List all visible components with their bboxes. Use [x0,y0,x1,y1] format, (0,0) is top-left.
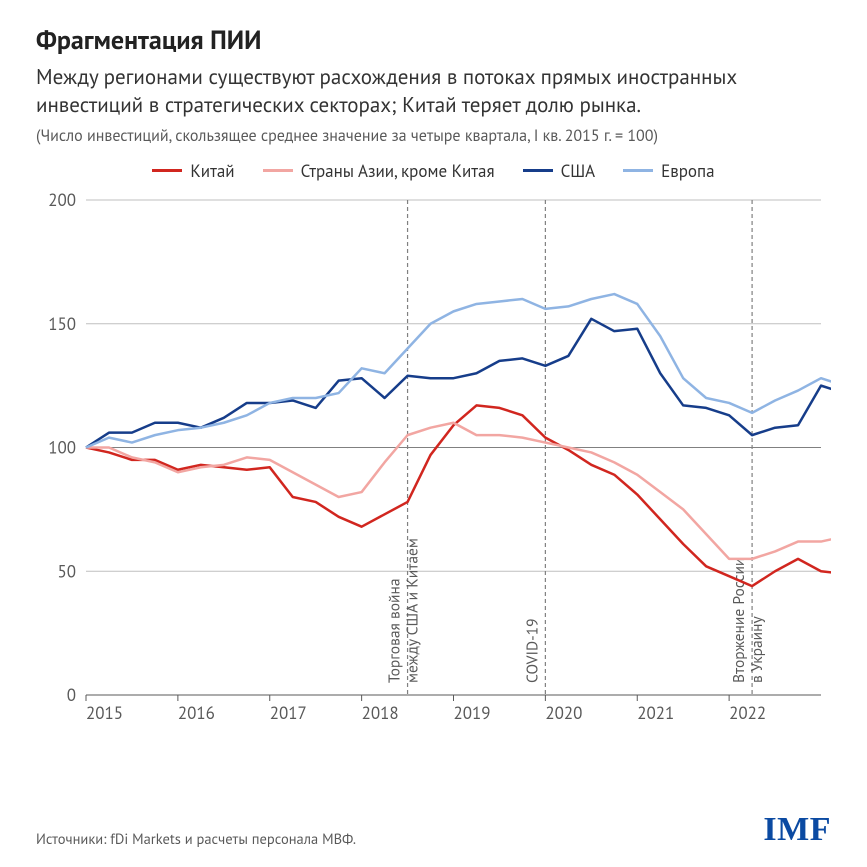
legend-swatch [523,169,553,172]
legend-label: Европа [661,160,714,182]
svg-text:2022: 2022 [729,702,766,724]
legend-swatch [152,169,182,172]
legend-item-asia-ex-china: Страны Азии, кроме Китая [263,160,495,182]
svg-text:2015: 2015 [86,702,123,724]
legend-label: Китай [190,160,234,182]
svg-text:между США и Китаем: между США и Китаем [403,538,423,683]
legend-item-china: Китай [152,160,234,182]
chart-units-note: (Число инвестиций, скользящее среднее зн… [36,126,831,146]
svg-text:2019: 2019 [454,702,491,724]
svg-text:Торговая война: Торговая война [385,578,405,683]
chart-area: 0 50 100 150 200 2015 2016 2017 2018 2019 2020 2021… [36,190,831,725]
legend-label: США [561,160,596,182]
svg-text:100: 100 [48,436,76,458]
svg-text:2021: 2021 [637,702,674,724]
svg-text:2017: 2017 [270,702,307,724]
legend-label: Страны Азии, кроме Китая [301,160,495,182]
legend-item-usa: США [523,160,596,182]
legend-item-europe: Европа [623,160,714,182]
legend-swatch [263,169,293,172]
chart-subtitle: Между регионами существуют расхождения в… [36,63,831,120]
svg-text:в Украину: в Украину [747,615,767,683]
svg-text:2018: 2018 [362,702,399,724]
svg-text:2020: 2020 [545,702,582,724]
svg-text:150: 150 [48,312,76,334]
legend: Китай Страны Азии, кроме Китая США Европ… [36,160,831,182]
legend-swatch [623,169,653,172]
sources: Источники: fDi Markets и расчеты персона… [36,830,356,849]
svg-text:COVID-19: COVID-19 [522,618,542,683]
imf-logo: IMF [763,811,831,849]
svg-text:2016: 2016 [178,702,215,724]
chart-title: Фрагментация ПИИ [36,24,831,57]
svg-text:0: 0 [67,684,76,706]
svg-text:200: 200 [48,190,76,211]
svg-text:50: 50 [57,560,76,582]
